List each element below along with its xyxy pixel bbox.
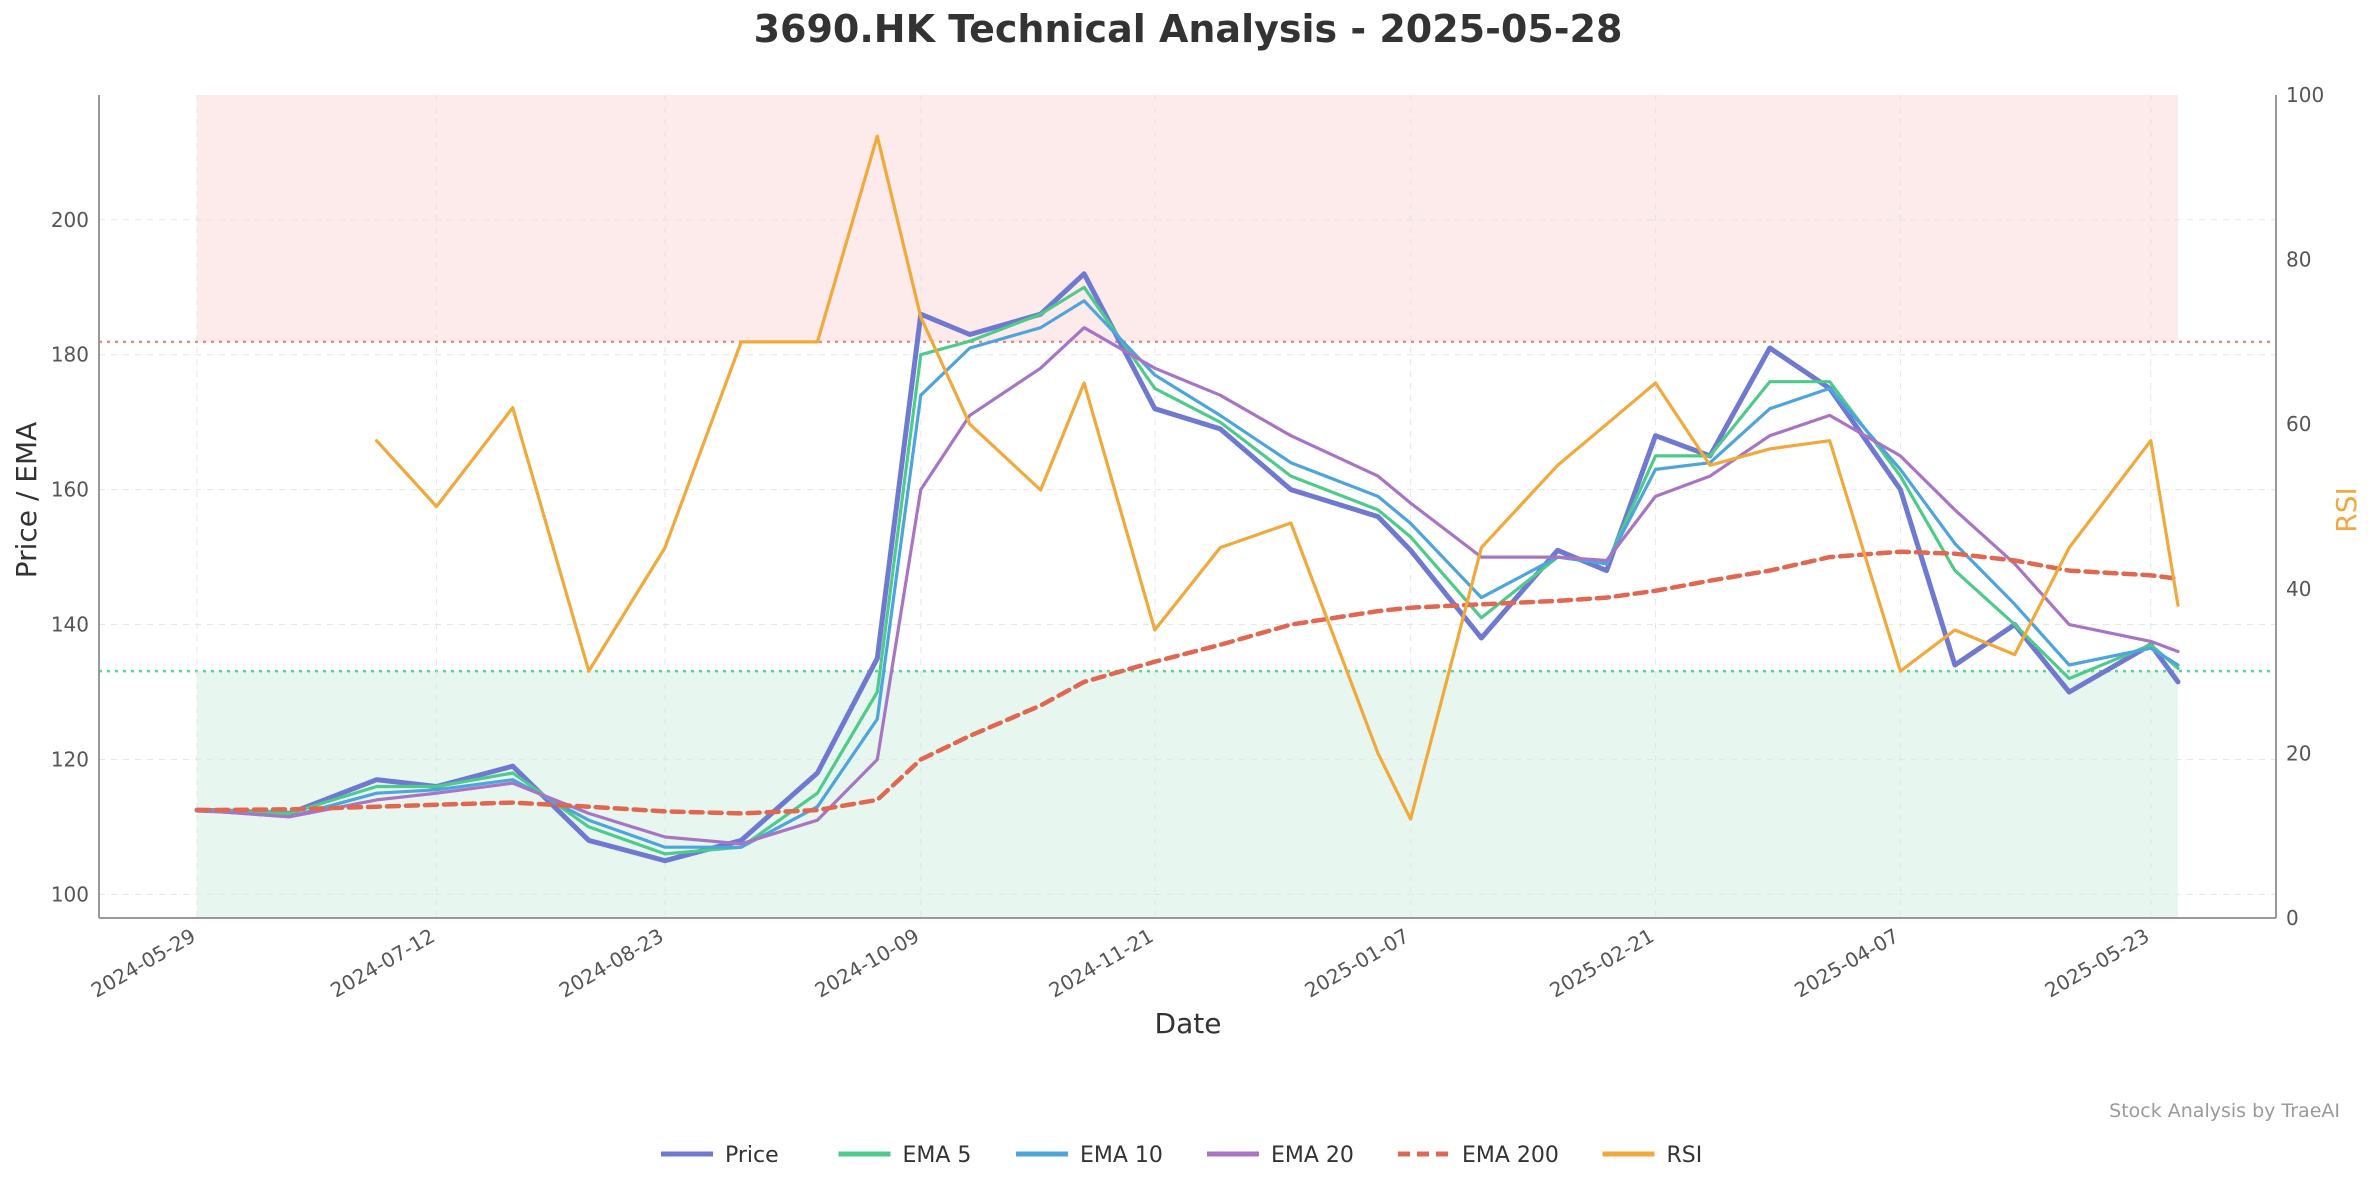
x-tick-label: 2024-11-21 xyxy=(1045,924,1158,1003)
x-tick-label: 2024-08-23 xyxy=(555,924,668,1003)
y-tick-label: 200 xyxy=(51,208,89,232)
y-axis-ticks: 100 120 140 160 180 200 xyxy=(51,208,89,907)
y-tick-label: 140 xyxy=(51,613,89,637)
y2-tick-label: 20 xyxy=(2286,741,2311,765)
y2-tick-label: 60 xyxy=(2286,412,2311,436)
series-line-ema-200 xyxy=(194,549,2181,816)
x-tick-label: 2025-01-07 xyxy=(1300,924,1413,1003)
legend-label-rsi: RSI xyxy=(1667,1143,1703,1168)
x-tick-label: 2025-04-07 xyxy=(1790,924,1903,1003)
y-tick-label: 160 xyxy=(51,478,89,502)
chart-title: 3690.HK Technical Analysis - 2025-05-28 xyxy=(754,7,1623,51)
legend-label-ema-20: EMA 20 xyxy=(1271,1143,1354,1168)
legend-label-price: Price xyxy=(725,1143,779,1168)
legend-label-ema-10: EMA 10 xyxy=(1080,1143,1163,1168)
axes xyxy=(98,95,2277,919)
y2-axis-label: RSI xyxy=(2330,487,2363,533)
y-tick-label: 120 xyxy=(51,747,89,771)
y2-tick-label: 100 xyxy=(2286,83,2324,107)
y2-axis-ticks: 0 20 40 60 80 100 xyxy=(2286,83,2324,930)
y2-tick-label: 40 xyxy=(2286,577,2311,601)
rsi-zone-bands xyxy=(99,95,2276,918)
legend: Price EMA 5 EMA 10 EMA 20 EMA 200 RSI xyxy=(661,1143,1702,1168)
credit-text: Stock Analysis by TraeAI xyxy=(2109,1100,2340,1122)
x-tick-label: 2024-07-12 xyxy=(326,924,439,1003)
legend-label-ema-200: EMA 200 xyxy=(1462,1143,1559,1168)
y2-tick-label: 80 xyxy=(2286,248,2311,272)
x-tick-label: 2024-05-29 xyxy=(87,924,200,1003)
x-tick-label: 2024-10-09 xyxy=(811,924,924,1003)
series-lines xyxy=(194,134,2181,864)
series-line-ema-10 xyxy=(195,299,2180,849)
y-tick-label: 100 xyxy=(51,882,89,906)
legend-label-ema-5: EMA 5 xyxy=(903,1143,972,1168)
x-axis-ticks: 2024-05-29 2024-07-12 2024-08-23 2024-10-09… xyxy=(87,924,2153,1003)
overbought-zone xyxy=(197,95,2178,342)
series-line-ema-5 xyxy=(195,285,2180,856)
x-axis-label: Date xyxy=(1155,1007,1222,1040)
series-line-ema-20 xyxy=(195,326,2180,846)
x-tick-label: 2025-05-23 xyxy=(2041,924,2154,1003)
y2-tick-label: 0 xyxy=(2286,906,2299,930)
y-axis-label: Price / EMA xyxy=(10,422,43,579)
series-line-rsi xyxy=(375,134,2180,821)
y-tick-label: 180 xyxy=(51,343,89,367)
oversold-zone xyxy=(197,671,2178,918)
series-line-price xyxy=(194,271,2181,864)
x-tick-label: 2025-02-21 xyxy=(1545,924,1658,1003)
